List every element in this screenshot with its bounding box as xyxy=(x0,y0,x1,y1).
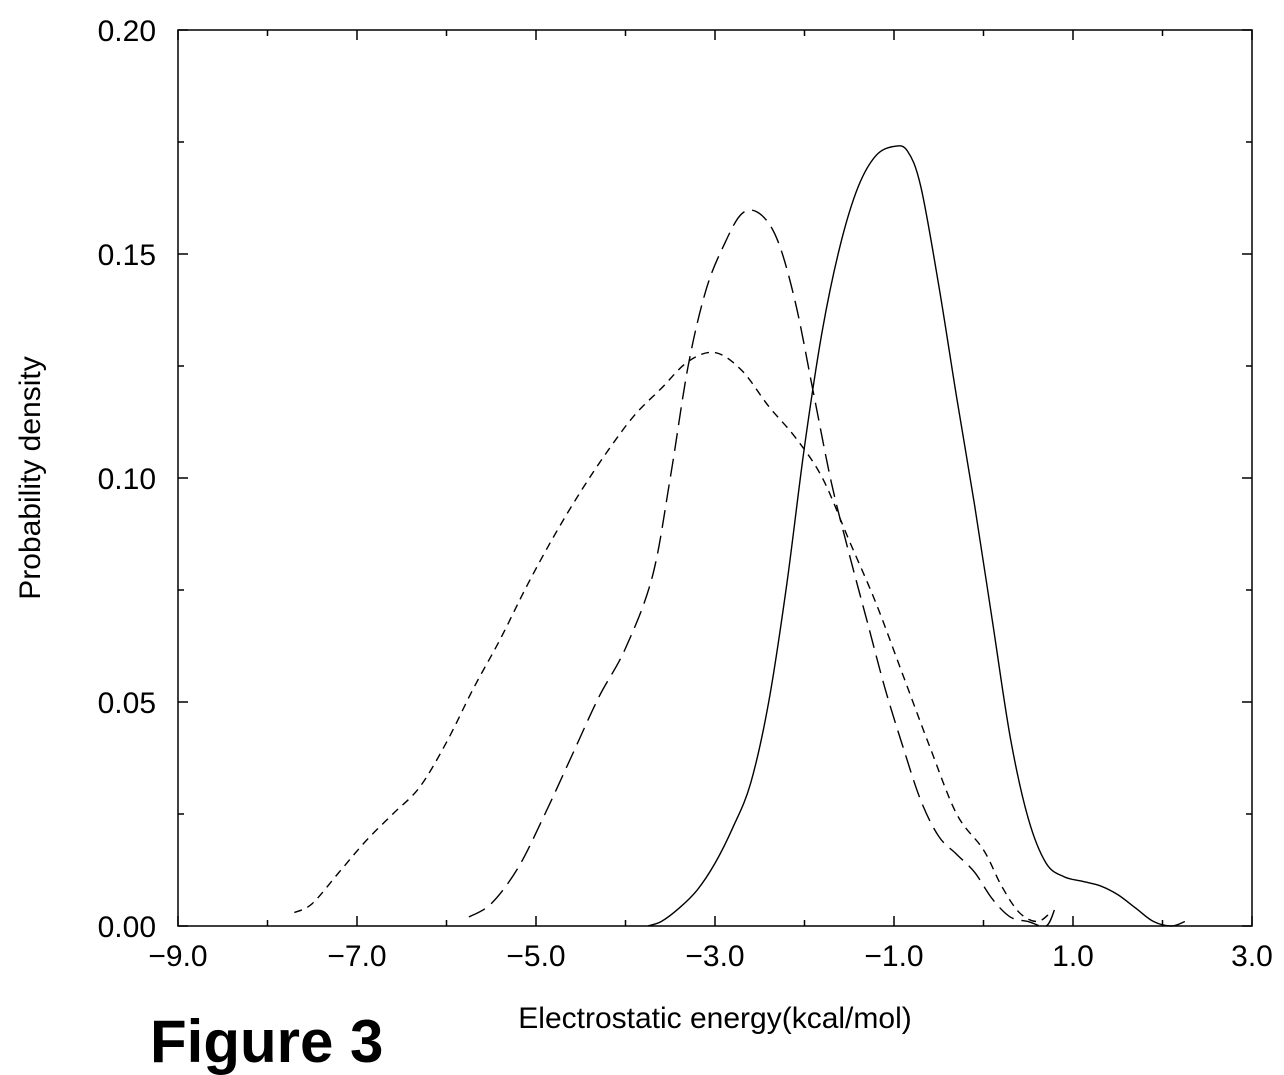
series-line-solid xyxy=(647,145,1186,927)
x-axis-title: Electrostatic energy(kcal/mol) xyxy=(518,1002,911,1035)
y-tick-label: 0.20 xyxy=(98,15,156,48)
density-chart: −9.0 −7.0 −5.0 −3.0 −1.0 1.0 3.0 0.00 0.05 0.10 0.… xyxy=(14,15,1273,1035)
x-tick-label: −3.0 xyxy=(685,940,744,973)
y-tick-label: 0.00 xyxy=(98,911,156,944)
series-lines xyxy=(294,145,1186,928)
y-tick-label: 0.15 xyxy=(98,239,156,272)
y-axis-title: Probability density xyxy=(14,356,47,599)
figure-caption: Figure 3 xyxy=(150,1008,384,1075)
x-tick-label: −1.0 xyxy=(864,940,923,973)
series-line-long-dash xyxy=(468,209,1056,928)
x-tick-label: −9.0 xyxy=(148,940,207,973)
x-tick-label: −7.0 xyxy=(327,940,386,973)
x-tick-label: 1.0 xyxy=(1052,940,1094,973)
y-tick-label: 0.05 xyxy=(98,687,156,720)
y-tick-label: 0.10 xyxy=(98,463,156,496)
series-line-short-dash xyxy=(294,351,1052,923)
plot-frame xyxy=(177,29,1253,927)
axis-ticks: −9.0 −7.0 −5.0 −3.0 −1.0 1.0 3.0 0.00 0.05 0.10 0.… xyxy=(98,15,1273,973)
x-tick-label: 3.0 xyxy=(1231,940,1273,973)
x-tick-label: −5.0 xyxy=(506,940,565,973)
